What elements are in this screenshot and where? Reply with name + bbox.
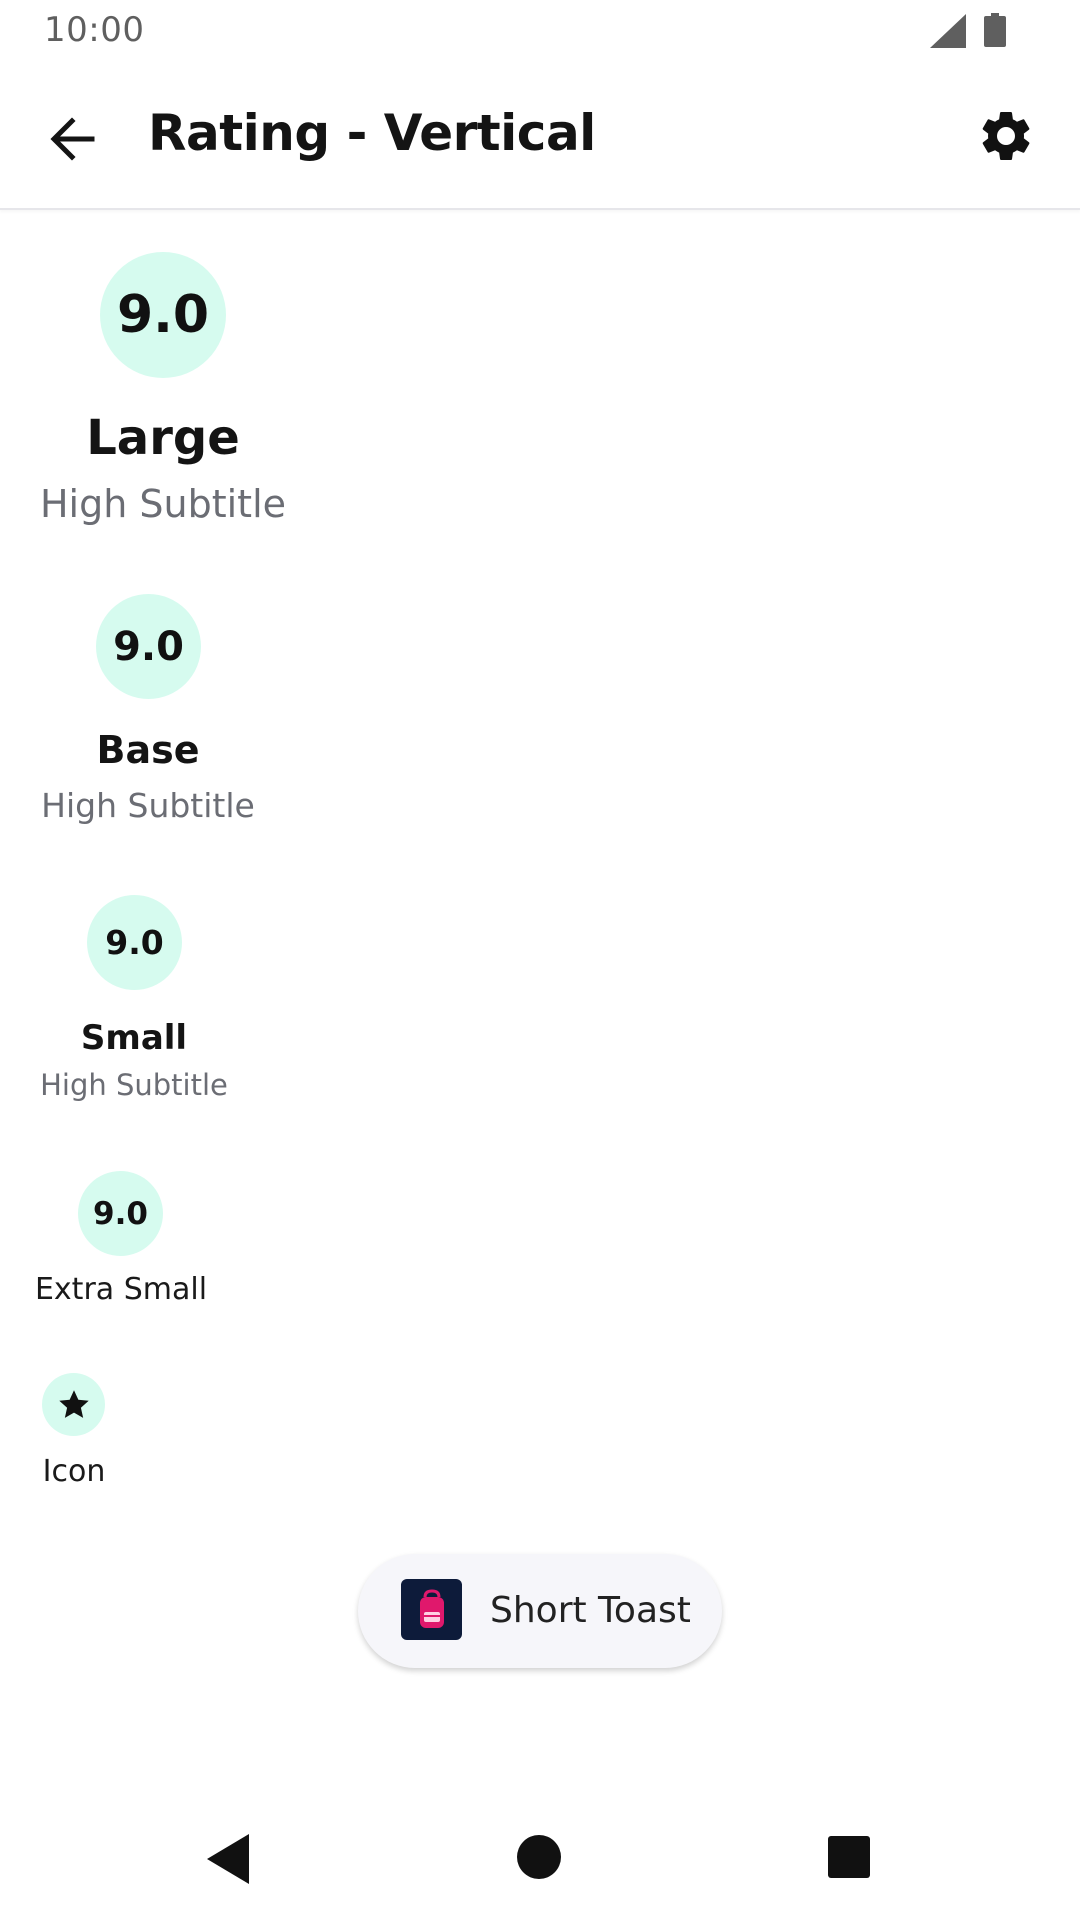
square-recents-icon[interactable] bbox=[828, 1836, 870, 1878]
rating-label: Extra Small bbox=[34, 1272, 208, 1307]
rating-subtitle: High Subtitle bbox=[39, 482, 287, 526]
rating-label: Icon bbox=[42, 1454, 106, 1489]
rating-badge: 9.0 bbox=[87, 895, 182, 990]
rating-value: 9.0 bbox=[116, 285, 210, 345]
rating-subtitle: High Subtitle bbox=[41, 786, 255, 825]
status-bar: 10:00 bbox=[0, 0, 1080, 62]
toast: Short Toast bbox=[358, 1554, 722, 1668]
rating-badge: 9.0 bbox=[78, 1171, 163, 1256]
back-arrow-icon[interactable] bbox=[40, 106, 106, 172]
rating-badge: 9.0 bbox=[96, 594, 201, 699]
gear-icon[interactable] bbox=[976, 106, 1036, 166]
rating-badge: 9.0 bbox=[100, 252, 226, 378]
app-bar: Rating - Vertical bbox=[0, 62, 1080, 210]
rating-badge bbox=[42, 1373, 105, 1436]
circle-home-icon[interactable] bbox=[516, 1834, 562, 1880]
triangle-back-icon[interactable] bbox=[205, 1834, 251, 1884]
toast-text: Short Toast bbox=[490, 1590, 691, 1631]
battery-icon bbox=[984, 13, 1006, 47]
rating-value: 9.0 bbox=[105, 923, 164, 962]
page-title: Rating - Vertical bbox=[148, 104, 596, 162]
rating-value: 9.0 bbox=[93, 1195, 148, 1232]
star-icon bbox=[58, 1389, 89, 1418]
rating-value: 9.0 bbox=[113, 623, 184, 670]
rating-subtitle: High Subtitle bbox=[40, 1068, 228, 1102]
rating-label: Large bbox=[86, 410, 240, 466]
backpack-icon bbox=[401, 1579, 462, 1640]
nav-bar bbox=[0, 1800, 1080, 1920]
status-time: 10:00 bbox=[44, 10, 145, 50]
rating-label: Small bbox=[80, 1018, 188, 1058]
signal-icon bbox=[930, 14, 966, 48]
rating-label: Base bbox=[96, 728, 200, 772]
